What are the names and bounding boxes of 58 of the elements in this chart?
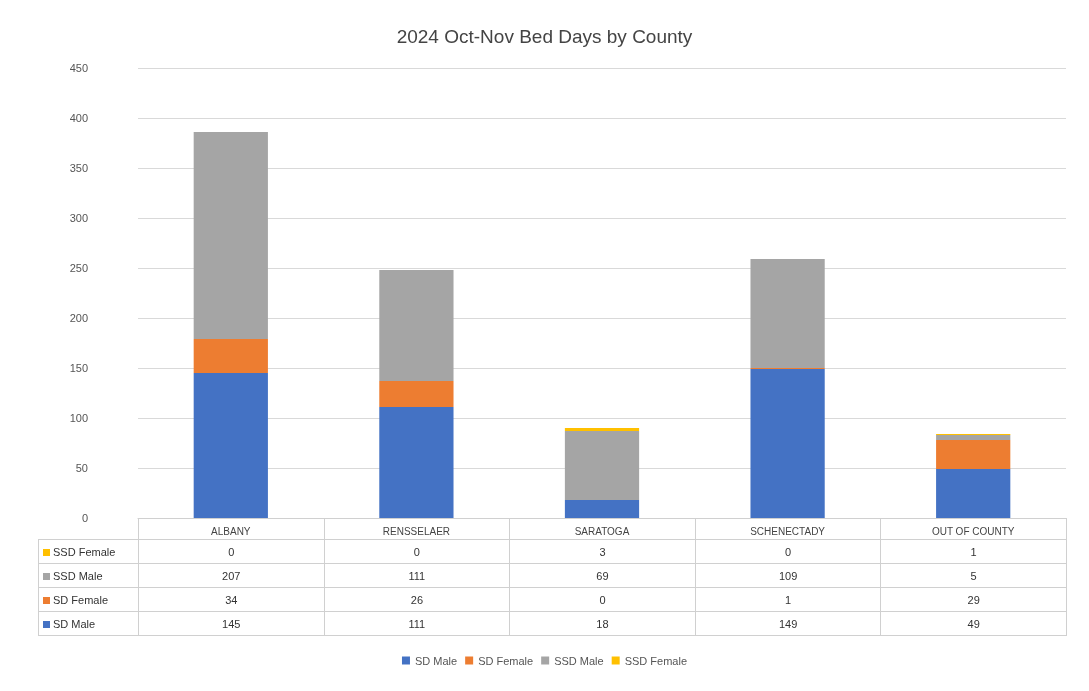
data-label: 1 xyxy=(880,539,1067,564)
y-tick-label: 200 xyxy=(69,312,88,324)
data-label: 0 xyxy=(695,539,881,564)
y-tick-label: 0 xyxy=(81,512,88,524)
bar xyxy=(750,259,825,368)
y-tick-label: 50 xyxy=(75,462,88,474)
legend-label: SD Male xyxy=(414,654,458,667)
data-label: 5 xyxy=(880,563,1067,588)
bar xyxy=(936,469,1011,518)
text: SD Female xyxy=(478,654,534,667)
bar xyxy=(379,381,454,407)
x-tick-label: ALBANY xyxy=(211,525,251,537)
bar xyxy=(379,407,454,518)
text: SSD Male xyxy=(554,654,604,667)
y-tick-label: 400 xyxy=(69,112,88,124)
bar xyxy=(936,435,1011,440)
y-tick-label: 100 xyxy=(69,412,88,424)
bar xyxy=(564,500,640,518)
bar xyxy=(193,373,268,518)
y-tick-label: 250 xyxy=(69,262,88,274)
y-tick-label: 150 xyxy=(69,362,88,374)
x-tick-label: SARATOGA xyxy=(574,525,630,537)
legend-label: SD Female xyxy=(38,587,139,612)
data-label: 207 xyxy=(138,563,325,588)
data-label: 111 xyxy=(324,611,510,636)
x-tick-label: OUT OF COUNTY xyxy=(931,525,1015,537)
data-label: 149 xyxy=(695,611,881,636)
bar xyxy=(379,270,454,381)
bar xyxy=(193,339,268,373)
data-label: 109 xyxy=(695,563,881,588)
legend-label: SSD Female xyxy=(624,654,688,667)
data-label: 3 xyxy=(509,539,696,564)
data-label: 0 xyxy=(138,539,325,564)
y-tick-label: 350 xyxy=(69,162,88,174)
bar xyxy=(564,431,640,500)
data-label: 18 xyxy=(509,611,696,636)
chart-title: 2024 Oct-Nov Bed Days by County xyxy=(396,26,693,47)
bar xyxy=(936,440,1011,469)
data-label: 1 xyxy=(695,587,881,612)
y-tick-label: 300 xyxy=(69,212,88,224)
data-label: 49 xyxy=(880,611,1067,636)
x-tick-label: RENSSELAER xyxy=(382,525,451,537)
bar xyxy=(750,369,825,518)
data-label: 111 xyxy=(324,563,510,588)
data-label: 69 xyxy=(509,563,696,588)
legend-label: SSD Male xyxy=(38,563,139,588)
data-label: 0 xyxy=(324,539,510,564)
data-label: 145 xyxy=(138,611,325,636)
text: SD Male xyxy=(53,617,96,630)
data-label: 34 xyxy=(138,587,325,612)
bar xyxy=(193,132,268,339)
data-label: 0 xyxy=(509,587,696,612)
data-label: 29 xyxy=(880,587,1067,612)
text: SSD Female xyxy=(53,545,116,558)
bar xyxy=(564,428,640,431)
x-tick-label: SCHENECTADY xyxy=(750,525,826,537)
data-label: 26 xyxy=(324,587,510,612)
y-tick-label: 450 xyxy=(69,62,88,74)
